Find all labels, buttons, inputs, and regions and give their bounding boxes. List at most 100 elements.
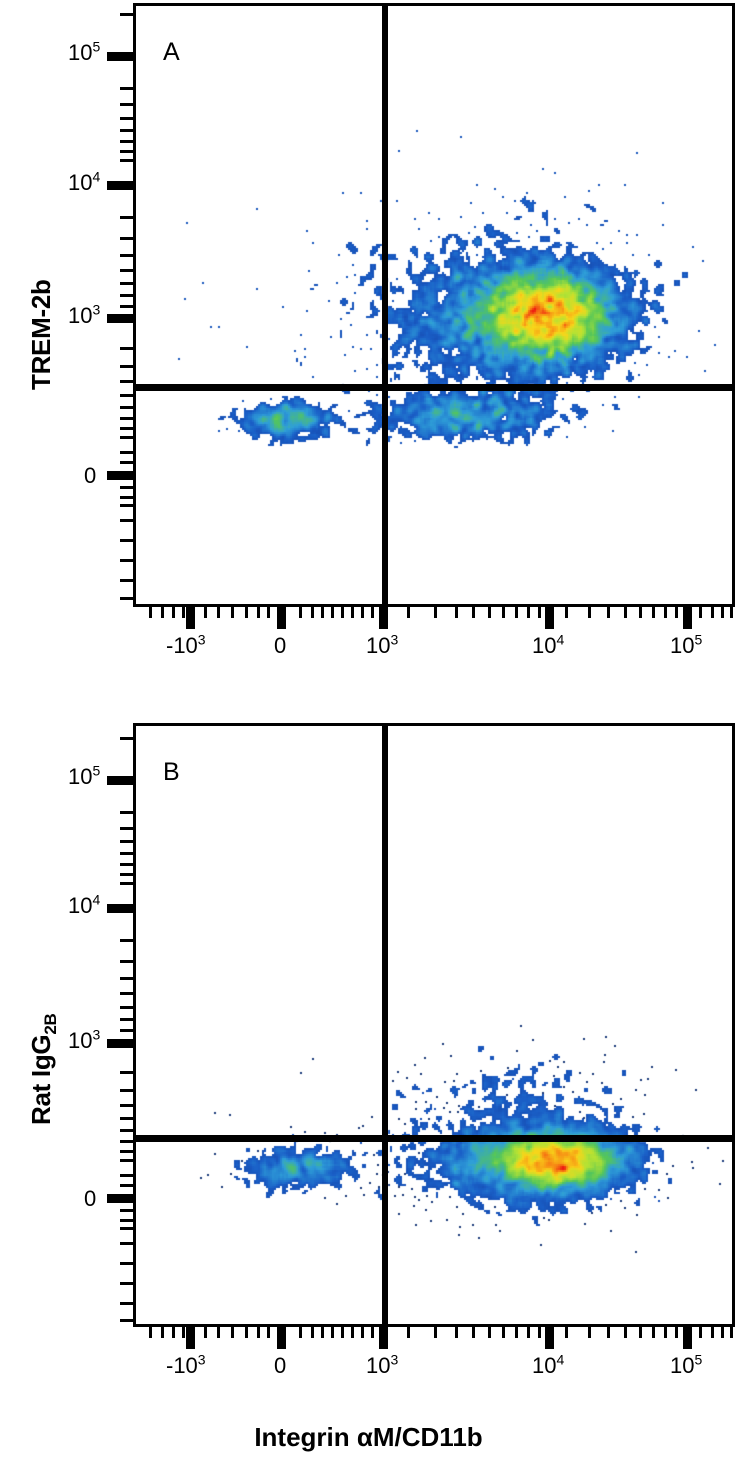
panel-b-y-axis-label: Rat IgG2B xyxy=(26,1014,60,1126)
axis-tick xyxy=(545,1327,554,1349)
axis-tick xyxy=(120,393,133,397)
axis-tick xyxy=(537,607,541,618)
panel-a-ytick-0: 0 xyxy=(84,463,97,488)
axis-tick xyxy=(487,1327,491,1338)
panel-a-quadrant-horizontal-gate[interactable] xyxy=(136,384,732,391)
axis-tick xyxy=(120,450,133,454)
axis-tick xyxy=(107,1194,133,1203)
axis-tick xyxy=(120,578,133,582)
x-axis-label-text: Integrin αM/CD11b xyxy=(254,1422,483,1452)
axis-tick xyxy=(433,607,437,618)
axis-tick xyxy=(256,607,260,618)
panel-b-xtick-1e4: 104 xyxy=(532,1351,565,1378)
panel-b-xtick-neg1e3: -103 xyxy=(166,1351,206,1378)
axis-tick xyxy=(720,607,724,618)
axis-tick xyxy=(120,426,133,430)
axis-tick xyxy=(120,596,133,600)
panel-b-quadrant-vertical-gate[interactable] xyxy=(382,726,388,1324)
axis-tick xyxy=(651,1327,655,1338)
axis-tick xyxy=(406,607,410,618)
axis-tick xyxy=(471,607,475,618)
axis-tick xyxy=(120,1218,133,1222)
axis-tick xyxy=(120,149,133,153)
axis-tick xyxy=(266,1327,270,1338)
axis-tick xyxy=(683,607,692,629)
panel-b-letter: B xyxy=(163,758,180,786)
axis-tick xyxy=(501,1327,505,1338)
axis-tick xyxy=(564,1327,568,1338)
axis-tick xyxy=(340,1327,344,1338)
axis-tick xyxy=(120,304,133,308)
panel-a-xtick-1e4: 104 xyxy=(532,631,565,658)
axis-tick xyxy=(623,1327,627,1338)
axis-tick xyxy=(120,1088,133,1092)
axis-tick xyxy=(120,518,133,522)
axis-tick xyxy=(120,12,133,16)
axis-tick xyxy=(120,1149,133,1153)
panel-a-plot-area[interactable] xyxy=(133,3,735,607)
axis-tick xyxy=(564,607,568,618)
axis-tick xyxy=(433,1327,437,1338)
axis-tick xyxy=(120,416,133,420)
axis-tick xyxy=(120,158,133,162)
axis-tick xyxy=(120,976,133,980)
panel-a-quadrant-vertical-gate[interactable] xyxy=(382,6,388,604)
axis-tick xyxy=(606,1327,610,1338)
axis-tick xyxy=(545,607,554,629)
axis-tick xyxy=(216,1327,220,1338)
axis-tick xyxy=(120,379,133,383)
axis-tick xyxy=(120,293,133,297)
axis-tick xyxy=(526,1327,530,1338)
axis-tick xyxy=(120,736,133,740)
axis-tick xyxy=(710,607,714,618)
panel-b-ytick-1e3: 103 xyxy=(68,1026,101,1053)
axis-tick xyxy=(120,1028,133,1032)
axis-tick xyxy=(638,607,642,618)
axis-tick xyxy=(120,281,133,285)
axis-tick xyxy=(120,86,133,90)
panel-b-xtick-1e3: 103 xyxy=(366,1351,399,1378)
axis-tick xyxy=(120,346,133,350)
axis-tick xyxy=(623,607,627,618)
axis-tick xyxy=(120,1173,133,1177)
axis-tick xyxy=(120,538,133,542)
panel-b-quadrant-horizontal-gate[interactable] xyxy=(136,1135,732,1142)
axis-tick xyxy=(186,1327,195,1349)
axis-tick xyxy=(120,1241,133,1245)
axis-tick xyxy=(298,607,302,618)
panel-a-xtick-neg1e3: -103 xyxy=(166,631,206,658)
axis-tick xyxy=(171,607,175,618)
axis-tick xyxy=(638,1327,642,1338)
panel-b-xtick-1e5: 105 xyxy=(670,1351,703,1378)
axis-tick xyxy=(120,1128,133,1132)
axis-tick xyxy=(120,253,133,257)
axis-tick xyxy=(181,607,185,618)
axis-tick xyxy=(729,607,733,618)
axis-tick xyxy=(120,503,133,507)
panel-a-scatter-canvas xyxy=(136,6,732,604)
axis-tick xyxy=(107,314,133,323)
axis-tick xyxy=(360,1327,364,1338)
axis-tick xyxy=(120,460,133,464)
axis-tick xyxy=(370,1327,374,1338)
panel-a-letter: A xyxy=(163,38,180,66)
panel-b-plot-area[interactable] xyxy=(133,723,735,1327)
x-axis-label: Integrin αM/CD11b xyxy=(0,1422,737,1453)
axis-tick xyxy=(320,1327,324,1338)
axis-tick xyxy=(120,128,133,132)
panel-a-ytick-1e5: 105 xyxy=(68,38,101,65)
axis-tick xyxy=(120,839,133,843)
axis-tick xyxy=(107,471,133,480)
axis-tick xyxy=(454,607,458,618)
axis-tick xyxy=(181,1327,185,1338)
axis-tick xyxy=(277,1327,286,1349)
axis-tick xyxy=(606,607,610,618)
axis-tick xyxy=(120,435,133,439)
axis-tick xyxy=(230,607,234,618)
axis-tick xyxy=(683,1327,692,1349)
axis-tick xyxy=(107,904,133,913)
axis-tick xyxy=(120,810,133,814)
axis-tick xyxy=(370,607,374,618)
axis-tick xyxy=(310,607,314,618)
